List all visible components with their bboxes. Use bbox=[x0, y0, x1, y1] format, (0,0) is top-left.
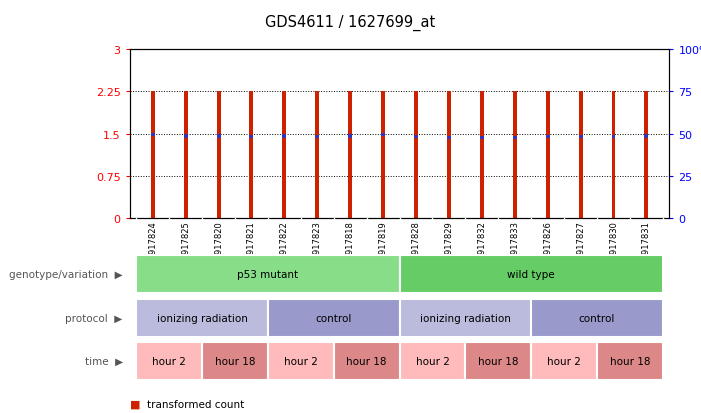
Text: GSM917833: GSM917833 bbox=[510, 221, 519, 271]
Text: GSM917822: GSM917822 bbox=[280, 221, 289, 271]
Bar bbox=[400, 299, 531, 337]
Text: GSM917821: GSM917821 bbox=[247, 221, 256, 271]
Text: time  ▶: time ▶ bbox=[85, 356, 123, 366]
Text: GSM917832: GSM917832 bbox=[477, 221, 486, 271]
Bar bbox=[644, 135, 648, 138]
Text: wild type: wild type bbox=[508, 270, 555, 280]
Bar bbox=[184, 92, 188, 219]
Bar bbox=[217, 92, 221, 219]
Bar bbox=[531, 299, 663, 337]
Bar bbox=[644, 92, 648, 219]
Bar bbox=[250, 135, 254, 139]
Bar bbox=[348, 92, 352, 219]
Bar bbox=[414, 135, 418, 139]
Text: GSM917819: GSM917819 bbox=[379, 221, 388, 271]
Bar bbox=[531, 342, 597, 380]
Bar bbox=[400, 342, 465, 380]
Text: GSM917820: GSM917820 bbox=[214, 221, 223, 271]
Bar bbox=[480, 92, 484, 219]
Bar bbox=[381, 134, 385, 137]
Text: control: control bbox=[579, 313, 615, 323]
Text: transformed count: transformed count bbox=[147, 399, 245, 408]
Bar bbox=[151, 134, 155, 137]
Bar bbox=[381, 92, 385, 219]
Bar bbox=[268, 299, 400, 337]
Text: hour 18: hour 18 bbox=[610, 356, 651, 366]
Bar bbox=[578, 92, 583, 219]
Bar bbox=[151, 92, 155, 219]
Text: ionizing radiation: ionizing radiation bbox=[420, 313, 511, 323]
Bar bbox=[315, 135, 319, 139]
Bar bbox=[611, 92, 615, 219]
Text: GDS4611 / 1627699_at: GDS4611 / 1627699_at bbox=[266, 14, 435, 31]
Text: GSM917827: GSM917827 bbox=[576, 221, 585, 271]
Bar bbox=[480, 136, 484, 139]
Text: GSM917830: GSM917830 bbox=[609, 221, 618, 271]
Bar bbox=[202, 342, 268, 380]
Bar bbox=[611, 135, 615, 139]
Bar bbox=[217, 135, 221, 138]
Bar bbox=[268, 342, 334, 380]
Text: hour 2: hour 2 bbox=[547, 356, 581, 366]
Text: hour 18: hour 18 bbox=[478, 356, 519, 366]
Bar bbox=[400, 256, 663, 294]
Bar bbox=[465, 342, 531, 380]
Bar bbox=[315, 92, 319, 219]
Text: GSM917825: GSM917825 bbox=[181, 221, 190, 271]
Bar bbox=[184, 135, 188, 138]
Bar bbox=[447, 92, 451, 219]
Bar bbox=[447, 136, 451, 139]
Bar bbox=[136, 299, 268, 337]
Bar bbox=[597, 342, 663, 380]
Bar bbox=[283, 92, 286, 219]
Text: genotype/variation  ▶: genotype/variation ▶ bbox=[9, 270, 123, 280]
Text: GSM917826: GSM917826 bbox=[543, 221, 552, 271]
Bar bbox=[136, 342, 202, 380]
Bar bbox=[545, 135, 550, 139]
Text: hour 2: hour 2 bbox=[416, 356, 449, 366]
Text: hour 2: hour 2 bbox=[284, 356, 318, 366]
Text: hour 18: hour 18 bbox=[215, 356, 255, 366]
Text: GSM917823: GSM917823 bbox=[313, 221, 322, 271]
Bar bbox=[136, 256, 400, 294]
Text: control: control bbox=[315, 313, 352, 323]
Text: GSM917829: GSM917829 bbox=[444, 221, 454, 271]
Bar bbox=[513, 136, 517, 139]
Bar bbox=[545, 92, 550, 219]
Text: GSM917828: GSM917828 bbox=[411, 221, 421, 271]
Text: GSM917824: GSM917824 bbox=[148, 221, 157, 271]
Bar bbox=[578, 135, 583, 139]
Text: GSM917818: GSM917818 bbox=[346, 221, 355, 271]
Text: ■: ■ bbox=[130, 399, 140, 408]
Bar bbox=[414, 92, 418, 219]
Text: hour 18: hour 18 bbox=[346, 356, 387, 366]
Text: protocol  ▶: protocol ▶ bbox=[65, 313, 123, 323]
Text: p53 mutant: p53 mutant bbox=[238, 270, 299, 280]
Text: hour 2: hour 2 bbox=[152, 356, 186, 366]
Text: GSM917831: GSM917831 bbox=[642, 221, 651, 271]
Bar bbox=[334, 342, 400, 380]
Bar bbox=[348, 135, 352, 138]
Bar bbox=[513, 92, 517, 219]
Bar bbox=[250, 92, 254, 219]
Bar bbox=[283, 135, 286, 138]
Text: ionizing radiation: ionizing radiation bbox=[156, 313, 247, 323]
